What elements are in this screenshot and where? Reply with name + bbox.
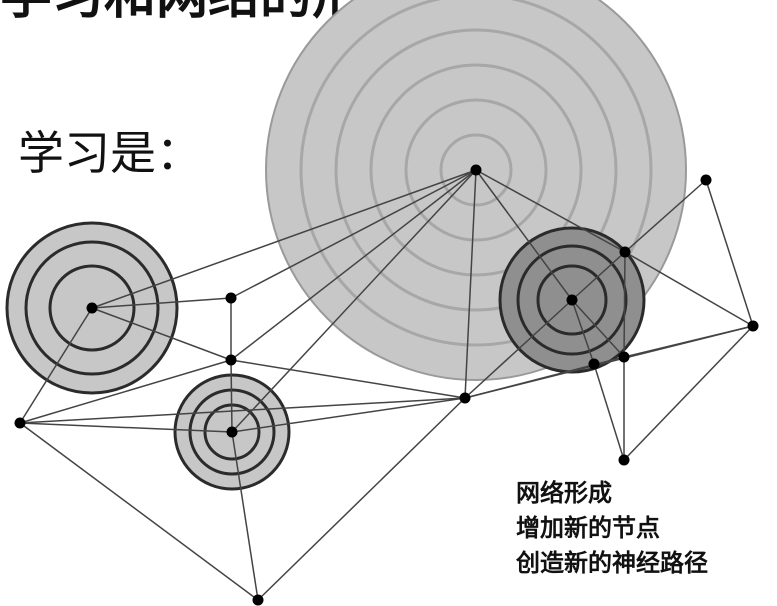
intro-label: 学习是： [18,126,202,180]
page-title: 学习和网络的形成 [0,0,416,22]
caption-line-new-nodes: 增加新的节点 [516,513,660,542]
network-links [19,169,754,601]
caption-block: 网络形成 增加新的节点 创造新的神经路径 [516,476,708,580]
network-nodes [14,164,759,606]
caption-line-network-formation: 网络形成 [516,479,612,507]
caption-line-new-pathways: 创造新的神经路径 [516,548,708,577]
